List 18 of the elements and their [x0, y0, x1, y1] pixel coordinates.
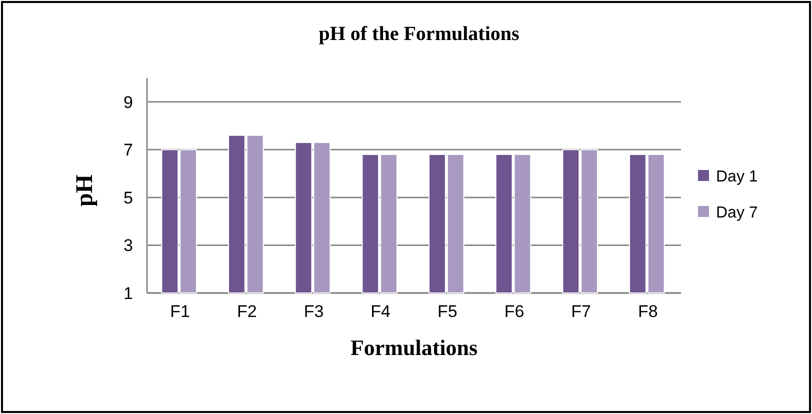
- x-tick-label: F3: [304, 302, 324, 321]
- y-tick-label: 5: [124, 188, 133, 208]
- x-tick-label: F2: [236, 302, 257, 321]
- x-tick-label: F7: [571, 302, 592, 321]
- x-tick-label: F4: [370, 302, 391, 321]
- x-tick-label: F6: [504, 302, 524, 321]
- y-tick-label: 9: [124, 92, 133, 112]
- legend-label: Day 7: [716, 204, 758, 222]
- y-tick-label: 3: [124, 236, 133, 256]
- legend-label: Day 1: [716, 168, 758, 186]
- y-tick-label: 1: [124, 284, 133, 303]
- x-tick-label: F1: [170, 302, 190, 321]
- chart-title: pH of the Formulations: [318, 23, 520, 45]
- y-tick-label: 7: [124, 140, 133, 160]
- x-tick-label: F5: [437, 302, 458, 321]
- y-axis-title: pH: [72, 174, 98, 207]
- x-tick-label: F8: [638, 302, 658, 321]
- x-axis-title: Formulations: [350, 335, 478, 360]
